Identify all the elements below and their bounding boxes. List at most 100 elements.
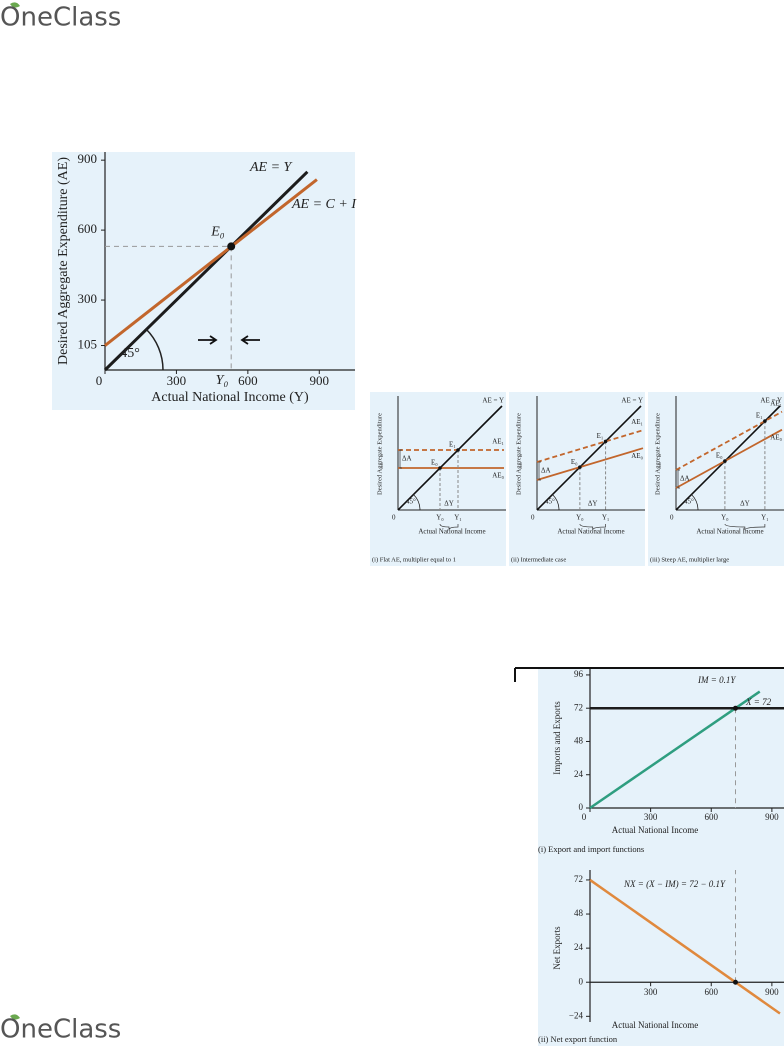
y-tick-label: −24 bbox=[569, 1010, 584, 1020]
panel-label: Desired Aggregate Expenditure bbox=[376, 413, 383, 495]
angle-arc bbox=[145, 328, 164, 371]
x-axis-label: Actual National Income bbox=[612, 825, 698, 835]
x-tick-label: 0 bbox=[582, 812, 587, 822]
series-label: X = 72 bbox=[745, 697, 772, 707]
y-tick-label: 900 bbox=[78, 151, 98, 166]
panel-label: 45° bbox=[684, 498, 694, 506]
panel-arc bbox=[552, 494, 560, 511]
panel-label: ΔY bbox=[740, 500, 750, 508]
panel-label: AE₁ bbox=[770, 399, 782, 407]
panel-label: E₀ bbox=[571, 458, 578, 466]
panel-label: AE₀ bbox=[770, 433, 782, 441]
series-label: AE = Y bbox=[249, 160, 294, 175]
panel-label: AE = Y bbox=[482, 397, 504, 405]
panel-label: E₀ bbox=[431, 459, 438, 467]
panel-label: Actual National Income bbox=[557, 528, 624, 536]
point-label: E₀ bbox=[210, 225, 225, 240]
panel-label: Desired Aggregate Expenditure bbox=[515, 413, 522, 495]
panel-label: Y₁ bbox=[761, 514, 769, 522]
panel-label: Y₀ bbox=[721, 514, 729, 522]
panel-point bbox=[763, 419, 767, 423]
caption: (ii) Net export function bbox=[538, 1034, 618, 1044]
y-tick-label: 600 bbox=[78, 221, 98, 236]
panel-brace bbox=[399, 449, 402, 469]
panel-label: ΔA bbox=[680, 475, 690, 483]
logo: OneClass bbox=[0, 3, 121, 33]
panel-point bbox=[578, 465, 582, 469]
panel-point bbox=[723, 459, 727, 463]
y-axis-label: Desired Aggregate Expenditure (AE) bbox=[56, 157, 71, 365]
arrow bbox=[240, 335, 260, 345]
series-line bbox=[103, 170, 309, 372]
panel-arc bbox=[413, 494, 421, 511]
series-label: AE = C + I bbox=[291, 197, 357, 212]
panel-label: AE₀ bbox=[492, 472, 504, 480]
panel-label: 0 bbox=[670, 514, 674, 522]
panel-label: Y₁ bbox=[602, 514, 610, 522]
panel-background bbox=[509, 392, 645, 566]
x-tick-label: 300 bbox=[644, 987, 658, 997]
chart-background bbox=[538, 870, 784, 1046]
y-tick-label: 24 bbox=[574, 769, 584, 779]
logo-leaf bbox=[10, 2, 20, 8]
x-tick-label: 900 bbox=[765, 812, 779, 822]
y-tick-label: 0 bbox=[579, 976, 584, 986]
x-tick-label: 300 bbox=[644, 812, 658, 822]
panel-label: ΔA bbox=[402, 455, 412, 463]
series-line bbox=[104, 178, 318, 347]
x-tick-label: 600 bbox=[705, 812, 719, 822]
equilibrium-point bbox=[733, 705, 738, 711]
equilibrium-point bbox=[733, 979, 738, 985]
equilibrium-point bbox=[227, 242, 236, 251]
panel-label: Desired Aggregate Expenditure bbox=[654, 413, 661, 495]
panel-label: (i) Flat AE, multiplier equal to 1 bbox=[372, 556, 456, 563]
chart-background bbox=[52, 152, 355, 410]
panel-label: (iii) Steep AE, multiplier large bbox=[650, 556, 729, 563]
panel-label: Y₀ bbox=[576, 514, 584, 522]
panel-label: ΔY bbox=[588, 500, 598, 508]
panel-label: E₁ bbox=[756, 412, 763, 420]
caption: (i) Export and import functions bbox=[538, 844, 644, 854]
x-axis-label: Actual National Income bbox=[612, 1020, 698, 1030]
panel-label: Actual National Income bbox=[696, 528, 763, 536]
panel-label: 0 bbox=[531, 514, 535, 522]
y-tick-label: 48 bbox=[574, 908, 584, 918]
y-axis-label: Imports and Exports bbox=[552, 701, 562, 775]
panel-label: 0 bbox=[392, 514, 396, 522]
panel-label: 45° bbox=[406, 498, 416, 506]
panel-label: AE₁ bbox=[631, 418, 643, 426]
x-tick-label: 900 bbox=[765, 987, 779, 997]
panel-background bbox=[648, 392, 784, 566]
series-label: IM = 0.1Y bbox=[697, 675, 736, 685]
y-tick-label: 0 bbox=[579, 802, 584, 812]
y-tick-label: 72 bbox=[574, 874, 583, 884]
panel-label: ΔY bbox=[444, 500, 454, 508]
panel-ae0-line bbox=[536, 447, 644, 481]
x-axis-label: Actual National Income (Y) bbox=[151, 390, 309, 405]
panel-label: (ii) Intermediate case bbox=[511, 556, 566, 563]
logo: OneClass bbox=[0, 1015, 121, 1045]
x-tick-label: 300 bbox=[167, 373, 187, 388]
x-tick-label: 600 bbox=[238, 373, 258, 388]
y-tick-label: 105 bbox=[78, 337, 98, 352]
panel-ae1-line bbox=[536, 429, 644, 463]
panel-brace bbox=[538, 461, 541, 481]
panel-45-line bbox=[536, 405, 642, 511]
annotation: 45° bbox=[120, 346, 140, 361]
series-label: NX = (X − IM) = 72 − 0.1Y bbox=[623, 879, 726, 889]
panel-label: E₁ bbox=[597, 432, 604, 440]
panel-label: ΔA bbox=[541, 467, 551, 475]
panel-background bbox=[370, 392, 506, 566]
panel-brace bbox=[439, 523, 459, 531]
series-line bbox=[589, 690, 761, 810]
y-tick-label: 300 bbox=[78, 291, 98, 306]
x-tick-label: 900 bbox=[310, 373, 330, 388]
panel-label: Actual National Income bbox=[418, 528, 485, 536]
series-line bbox=[589, 878, 781, 1015]
panel-label: AE₁ bbox=[492, 438, 504, 446]
panel-label: AE = Y bbox=[621, 397, 643, 405]
x-tick-label: 0 bbox=[96, 373, 103, 388]
arrow bbox=[198, 335, 218, 345]
y-tick-label: 96 bbox=[574, 669, 584, 679]
